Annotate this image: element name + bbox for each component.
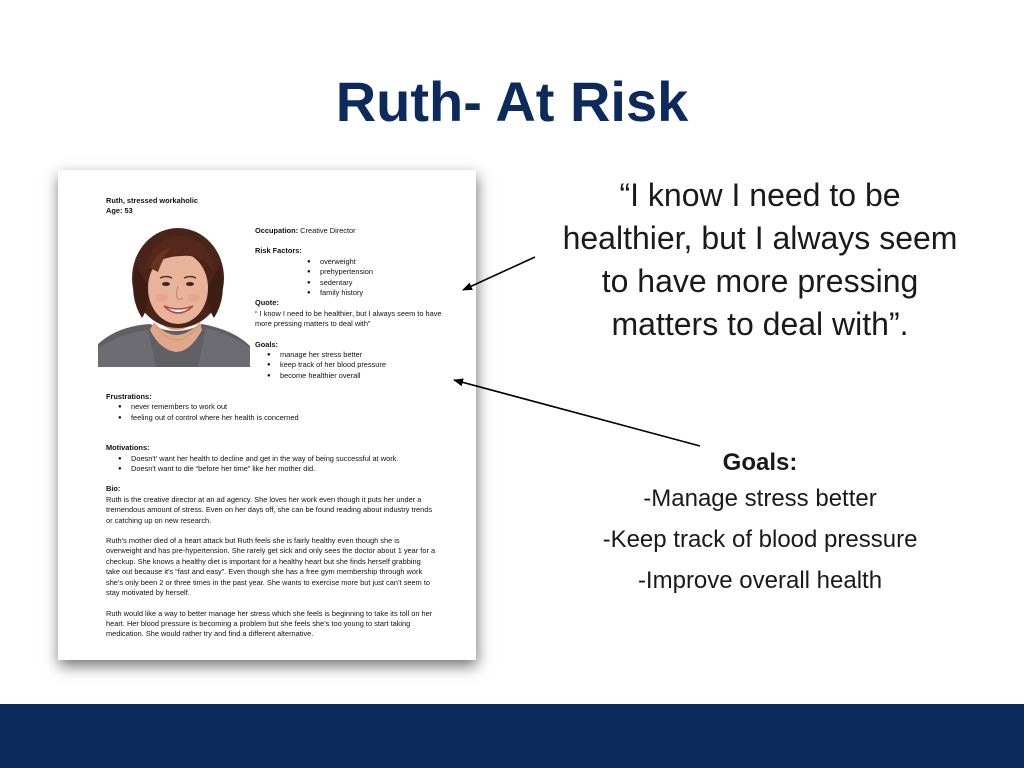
list-item: overweight (307, 257, 455, 268)
pull-quote-line: matters to deal with”. (611, 306, 909, 342)
occupation-value: Creative Director (298, 226, 356, 235)
persona-lower-section: Frustrations: never remembers to work ou… (106, 392, 436, 640)
list-item: become healthier overall (267, 371, 455, 382)
persona-quote-text: “ I know I need to be healthier, but I a… (255, 308, 442, 329)
list-item: Doesn't' want her health to decline and … (118, 454, 436, 465)
footer-band (0, 704, 1024, 768)
slide-title: Ruth- At Risk (335, 70, 689, 133)
goals-summary: Goals: -Manage stress better -Keep track… (520, 448, 1000, 601)
list-item: family history (307, 288, 455, 299)
pull-quote-line: “I know I need to be (619, 177, 901, 213)
pull-quote: “I know I need to be healthier, but I al… (520, 174, 1000, 346)
frustrations-list: never remembers to work out feeling out … (106, 402, 436, 423)
list-item: feeling out of control where her health … (118, 413, 436, 424)
persona-header: Ruth, stressed workaholic Age: 53 (106, 196, 198, 217)
list-item: keep track of her blood pressure (267, 360, 455, 371)
list-item: never remembers to work out (118, 402, 436, 413)
persona-age: Age: 53 (106, 206, 133, 216)
persona-name: Ruth, stressed workaholic (106, 196, 198, 205)
persona-goals-list: manage her stress better keep track of h… (255, 350, 455, 382)
list-item: prehypertension (307, 267, 455, 278)
list-item: sedentary (307, 278, 455, 289)
goals-label: Goals: (255, 339, 278, 349)
pull-quote-line: healthier, but I always seem (562, 220, 958, 256)
persona-details: Occupation: Creative Director Risk Facto… (255, 226, 455, 382)
goals-arrow (453, 378, 701, 447)
list-item: Doesn't want to die “before her time” li… (118, 464, 436, 475)
quote-label: Quote: (255, 298, 279, 308)
frustrations-label: Frustrations: (106, 392, 152, 401)
goals-summary-item: -Keep track of blood pressure (602, 526, 918, 553)
pull-quote-line: to have more pressing (601, 263, 919, 299)
persona-photo (98, 226, 250, 367)
persona-photo-image (98, 226, 250, 367)
occupation-label: Occupation: (255, 226, 299, 235)
bio-label: Bio: (106, 484, 121, 494)
persona-document: Ruth, stressed workaholic Age: 53 (58, 170, 476, 660)
goals-summary-title: Goals: (722, 449, 798, 476)
goals-summary-item: -Improve overall health (637, 567, 883, 594)
bio-paragraph: Ruth would like a way to better manage h… (106, 608, 433, 639)
motivations-label: Motivations: (106, 443, 150, 453)
bio-paragraph: Ruth’s mother died of a heart attack but… (106, 536, 436, 598)
risk-factors-label: Risk Factors: (255, 246, 302, 256)
risk-factors-list: overweight prehypertension sedentary fam… (255, 257, 455, 299)
list-item: manage her stress better (267, 350, 455, 361)
motivations-list: Doesn't' want her health to decline and … (106, 454, 436, 475)
bio-paragraph: Ruth is the creative director at an ad a… (106, 494, 433, 525)
goals-summary-item: -Manage stress better (643, 485, 877, 512)
